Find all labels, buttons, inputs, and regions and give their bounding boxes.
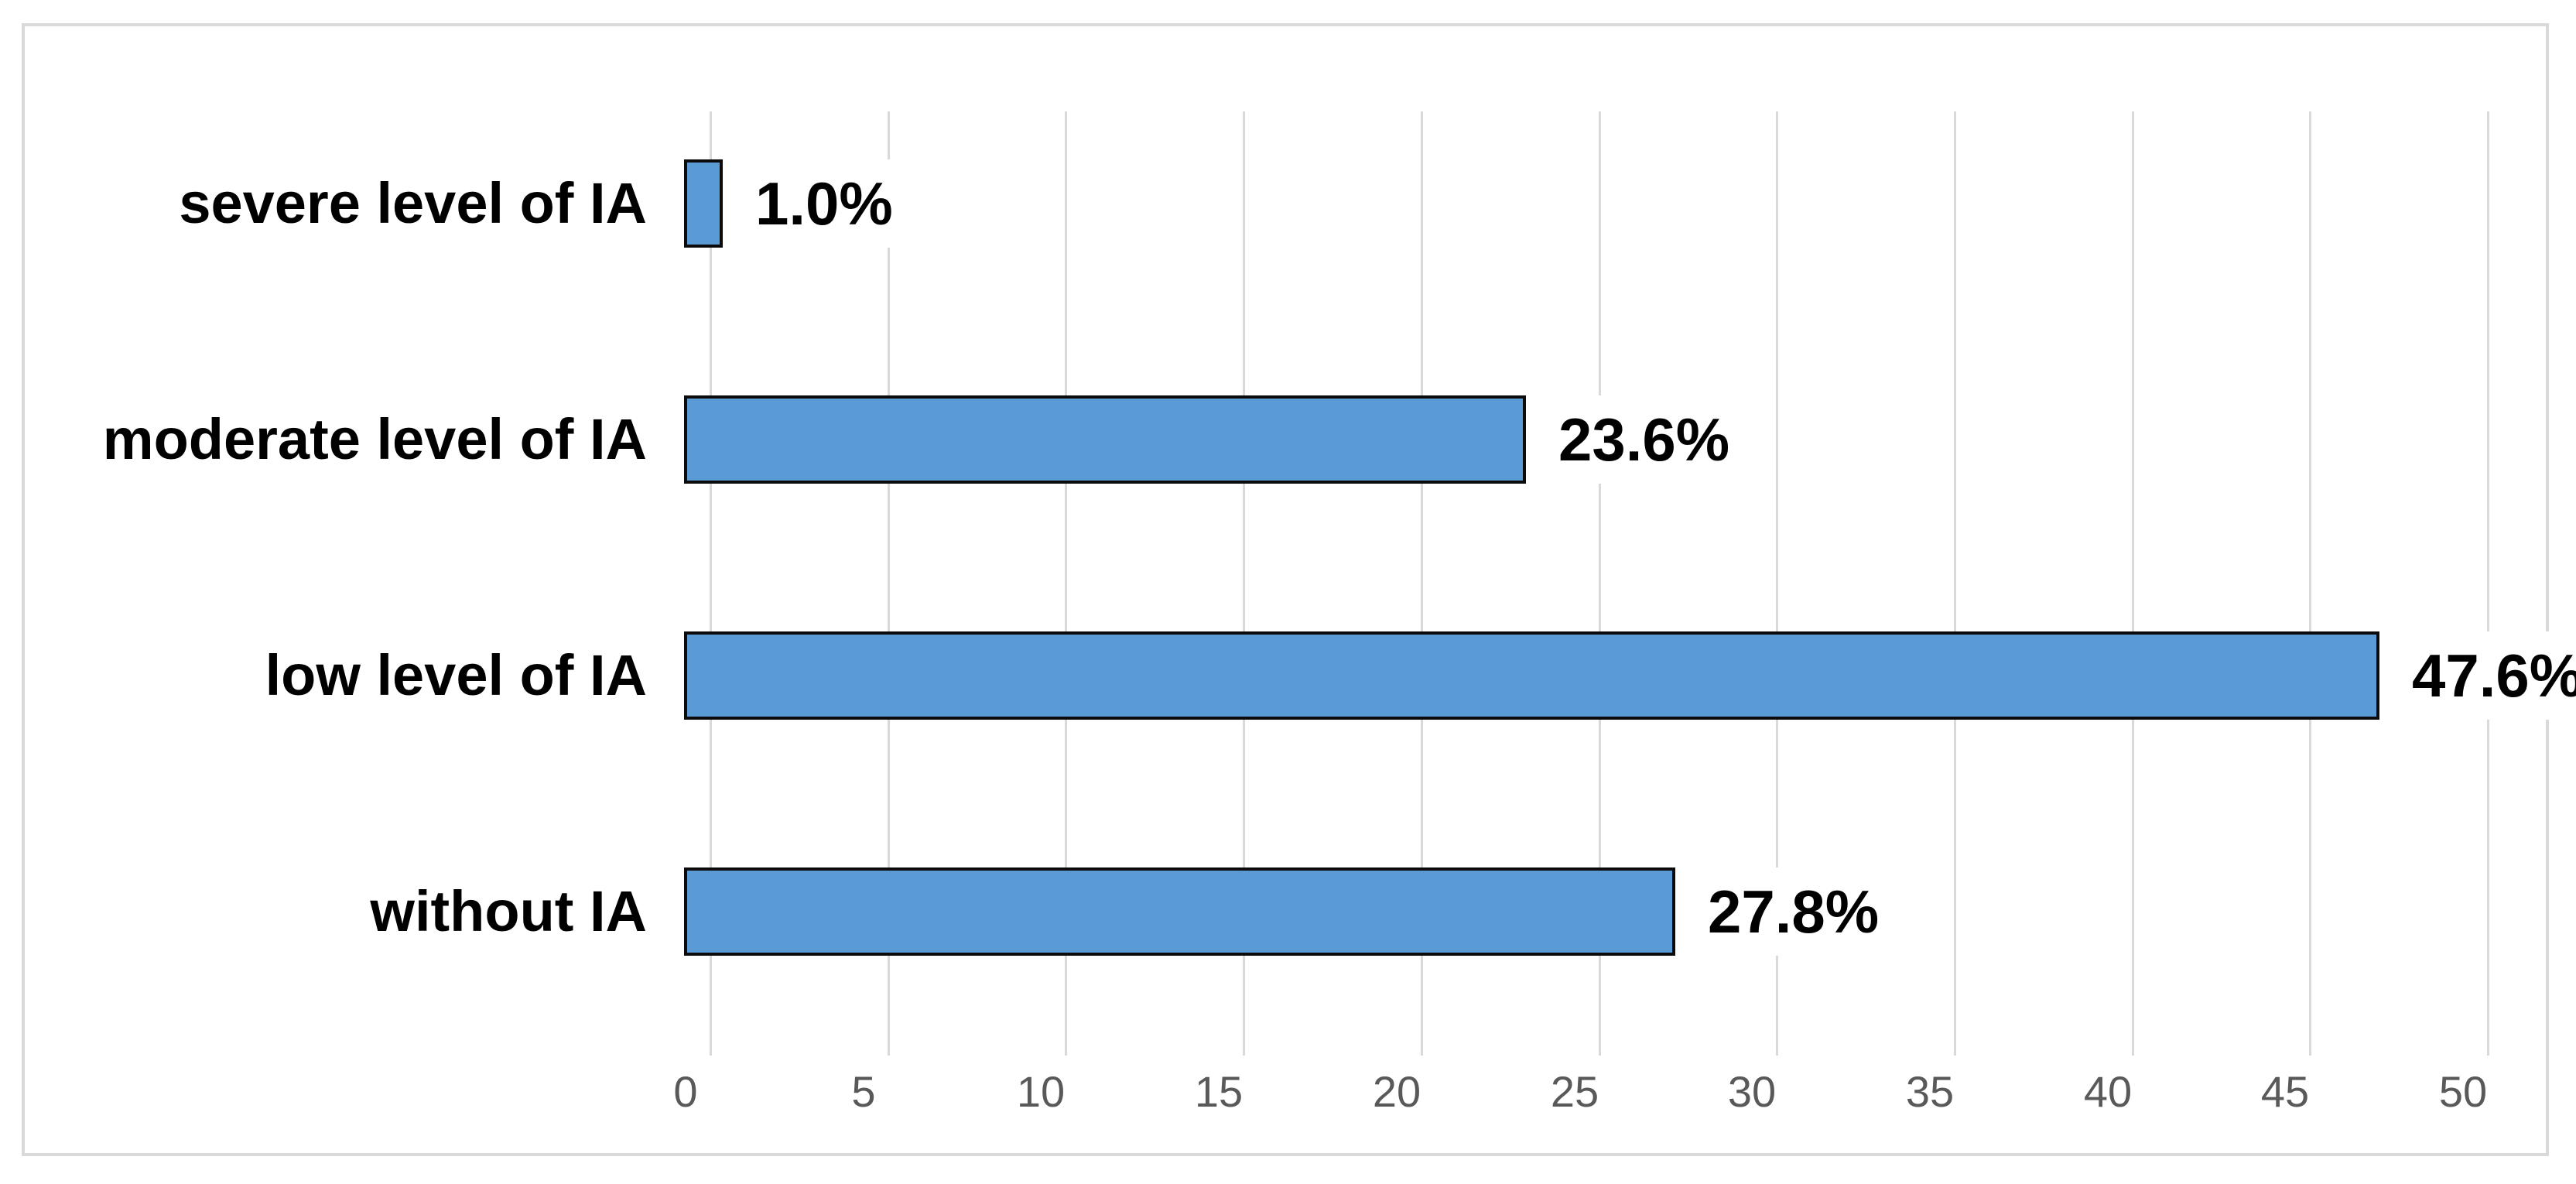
data-label-severe-level-of-IA: 1.0% (737, 159, 912, 248)
bar-moderate-level-of-IA (684, 395, 1526, 484)
data-label-without-IA: 27.8% (1689, 867, 1898, 956)
data-label-moderate-level-of-IA: 23.6% (1540, 395, 1749, 484)
bar-without-IA (684, 867, 1675, 956)
x-tick-label-20: 20 (1372, 1067, 1421, 1116)
gridline-15 (1243, 111, 1245, 1056)
gridline-5 (888, 111, 890, 1056)
plot-area (710, 111, 2489, 1056)
data-label-low-level-of-IA: 47.6% (2393, 631, 2576, 720)
category-label-without-IA: without IA (370, 879, 647, 943)
gridline-40 (2132, 111, 2134, 1056)
x-tick-label-40: 40 (2083, 1067, 2133, 1116)
x-tick-label-10: 10 (1016, 1067, 1066, 1116)
category-label-severe-level-of-IA: severe level of IA (179, 171, 647, 235)
gridline-25 (1599, 111, 1601, 1056)
x-tick-label-50: 50 (2438, 1067, 2488, 1116)
category-label-moderate-level-of-IA: moderate level of IA (102, 407, 647, 471)
x-tick-label-15: 15 (1194, 1067, 1244, 1116)
gridline-0 (710, 111, 712, 1056)
x-tick-label-30: 30 (1727, 1067, 1777, 1116)
gridline-35 (1954, 111, 1956, 1056)
x-tick-label-5: 5 (851, 1067, 876, 1116)
bar-low-level-of-IA (684, 631, 2379, 720)
gridline-45 (2309, 111, 2311, 1056)
x-tick-label-0: 0 (673, 1067, 698, 1116)
gridline-30 (1776, 111, 1778, 1056)
bar-severe-level-of-IA (684, 159, 723, 248)
gridline-50 (2487, 111, 2489, 1056)
gridline-20 (1421, 111, 1423, 1056)
gridline-10 (1065, 111, 1067, 1056)
chart-frame (22, 23, 2549, 1156)
category-label-low-level-of-IA: low level of IA (265, 643, 647, 707)
x-tick-label-25: 25 (1550, 1067, 1599, 1116)
x-tick-label-35: 35 (1905, 1067, 1955, 1116)
x-tick-label-45: 45 (2260, 1067, 2310, 1116)
